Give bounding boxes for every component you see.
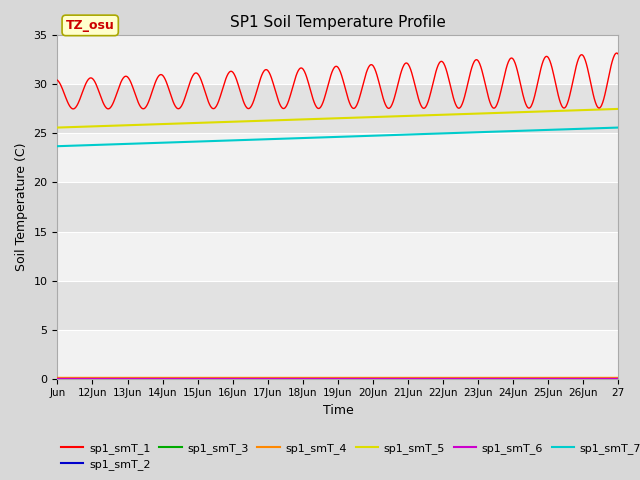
sp1_smT_1	[439, 60, 447, 65]
Bar	[58, 281, 618, 330]
Line: sp1_smT_1: sp1_smT_1	[58, 53, 618, 109]
Bar	[58, 231, 618, 281]
sp1_smT_6	[301, 375, 308, 381]
sp1_smT_3	[439, 375, 447, 381]
sp1_smT_6	[111, 375, 118, 381]
X-axis label: Time: Time	[323, 404, 353, 417]
sp1_smT_7	[111, 142, 118, 147]
sp1_smT_4	[111, 374, 118, 380]
sp1_smT_5	[301, 117, 308, 122]
Text: TZ_osu: TZ_osu	[66, 19, 115, 32]
Title: SP1 Soil Temperature Profile: SP1 Soil Temperature Profile	[230, 15, 446, 30]
sp1_smT_7	[54, 144, 61, 149]
Bar	[58, 182, 618, 231]
sp1_smT_4	[614, 374, 622, 380]
sp1_smT_5	[614, 106, 622, 112]
sp1_smT_5	[491, 110, 499, 116]
Line: sp1_smT_7: sp1_smT_7	[58, 128, 618, 146]
sp1_smT_1	[614, 51, 622, 57]
sp1_smT_4	[491, 374, 499, 380]
sp1_smT_4	[501, 374, 509, 380]
sp1_smT_2	[280, 375, 288, 381]
sp1_smT_2	[614, 375, 622, 381]
sp1_smT_6	[491, 375, 499, 381]
sp1_smT_1	[492, 104, 499, 110]
sp1_smT_7	[280, 136, 288, 142]
sp1_smT_4	[54, 374, 61, 380]
sp1_smT_2	[501, 375, 509, 381]
sp1_smT_4	[280, 374, 288, 380]
sp1_smT_5	[54, 125, 61, 131]
sp1_smT_2	[54, 375, 61, 381]
sp1_smT_1	[281, 105, 289, 111]
sp1_smT_5	[501, 110, 509, 116]
Bar	[58, 84, 618, 133]
sp1_smT_1	[502, 68, 509, 74]
sp1_smT_1	[54, 77, 61, 83]
Y-axis label: Soil Temperature (C): Soil Temperature (C)	[15, 143, 28, 271]
sp1_smT_4	[439, 374, 447, 380]
sp1_smT_1	[613, 50, 621, 56]
sp1_smT_5	[439, 112, 447, 118]
sp1_smT_6	[280, 375, 288, 381]
sp1_smT_3	[54, 375, 61, 381]
Bar	[58, 36, 618, 84]
sp1_smT_1	[301, 70, 309, 75]
Legend: sp1_smT_1, sp1_smT_2, sp1_smT_3, sp1_smT_4, sp1_smT_5, sp1_smT_6, sp1_smT_7: sp1_smT_1, sp1_smT_2, sp1_smT_3, sp1_smT…	[57, 438, 640, 474]
sp1_smT_6	[501, 375, 509, 381]
sp1_smT_3	[280, 375, 288, 381]
sp1_smT_2	[301, 375, 308, 381]
sp1_smT_4	[301, 374, 308, 380]
sp1_smT_3	[491, 375, 499, 381]
sp1_smT_7	[614, 125, 622, 131]
sp1_smT_3	[111, 375, 118, 381]
sp1_smT_7	[501, 129, 509, 134]
sp1_smT_7	[439, 131, 447, 136]
sp1_smT_2	[491, 375, 499, 381]
Bar	[58, 133, 618, 182]
sp1_smT_1	[69, 106, 77, 112]
sp1_smT_3	[501, 375, 509, 381]
sp1_smT_6	[439, 375, 447, 381]
sp1_smT_3	[614, 375, 622, 381]
sp1_smT_7	[301, 135, 308, 141]
sp1_smT_2	[111, 375, 118, 381]
Bar	[58, 330, 618, 379]
sp1_smT_6	[614, 375, 622, 381]
sp1_smT_2	[439, 375, 447, 381]
sp1_smT_5	[111, 123, 118, 129]
sp1_smT_1	[111, 95, 119, 101]
sp1_smT_3	[301, 375, 308, 381]
sp1_smT_5	[280, 117, 288, 123]
sp1_smT_7	[491, 129, 499, 134]
Line: sp1_smT_5: sp1_smT_5	[58, 109, 618, 128]
sp1_smT_6	[54, 375, 61, 381]
